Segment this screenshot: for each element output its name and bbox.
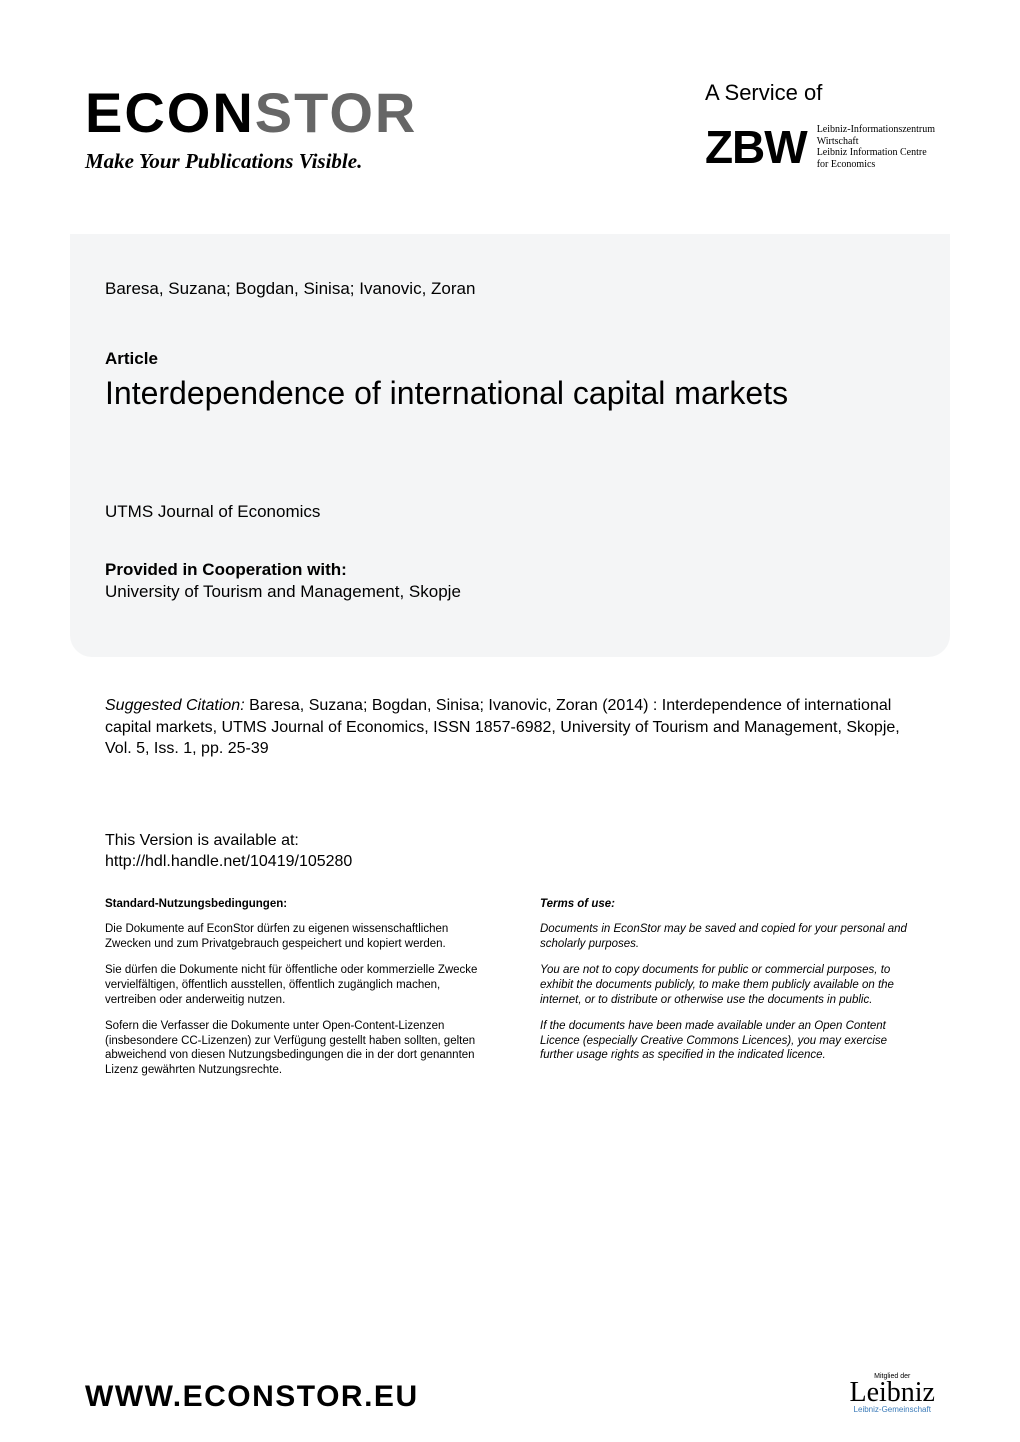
version-url: http://hdl.handle.net/10419/105280 xyxy=(105,851,915,873)
zbw-row: ZBW Leibniz-Informationszentrum Wirtscha… xyxy=(705,120,935,174)
logo-accent: STOR xyxy=(255,81,418,144)
footer: WWW.ECONSTOR.EU Mitglied der Leibniz Lei… xyxy=(85,1373,935,1414)
article-label: Article xyxy=(105,349,915,369)
zbw-line4: for Economics xyxy=(817,159,935,171)
service-block: A Service of ZBW Leibniz-Informationszen… xyxy=(705,80,935,174)
terms-de-p1: Die Dokumente auf EconStor dürfen zu eig… xyxy=(105,922,480,952)
footer-url: WWW.ECONSTOR.EU xyxy=(85,1380,419,1414)
econstor-logo: ECONSTOR xyxy=(85,80,417,145)
terms-german: Standard-Nutzungsbedingungen: Die Dokume… xyxy=(105,897,480,1089)
authors: Baresa, Suzana; Bogdan, Sinisa; Ivanovic… xyxy=(105,279,915,299)
version-label: This Version is available at: xyxy=(105,830,915,852)
terms-row: Standard-Nutzungsbedingungen: Die Dokume… xyxy=(105,897,915,1089)
leibniz-membership-mark: Mitglied der Leibniz Leibniz-Gemeinschaf… xyxy=(849,1373,935,1414)
terms-en-heading: Terms of use: xyxy=(540,897,915,912)
zbw-subtitle: Leibniz-Informationszentrum Wirtschaft L… xyxy=(817,124,935,170)
zbw-line2: Wirtschaft xyxy=(817,136,935,148)
leibniz-association: Leibniz-Gemeinschaft xyxy=(849,1405,935,1414)
metadata-card: Baresa, Suzana; Bogdan, Sinisa; Ivanovic… xyxy=(70,234,950,657)
terms-english: Terms of use: Documents in EconStor may … xyxy=(540,897,915,1089)
citation-label: Suggested Citation: xyxy=(105,697,245,714)
logo-main: ECON xyxy=(85,81,255,144)
terms-de-heading: Standard-Nutzungsbedingungen: xyxy=(105,897,480,912)
provided-org: University of Tourism and Management, Sk… xyxy=(105,582,915,602)
zbw-logo: ZBW xyxy=(705,120,807,174)
leibniz-signature: Leibniz xyxy=(849,1380,935,1405)
citation-block: Suggested Citation: Baresa, Suzana; Bogd… xyxy=(105,695,915,760)
service-of-label: A Service of xyxy=(705,80,935,106)
journal-name: UTMS Journal of Economics xyxy=(105,502,915,522)
terms-de-p3: Sofern die Verfasser die Dokumente unter… xyxy=(105,1019,480,1079)
zbw-line3: Leibniz Information Centre xyxy=(817,147,935,159)
article-title: Interdependence of international capital… xyxy=(105,375,915,412)
terms-en-p2: You are not to copy documents for public… xyxy=(540,963,915,1008)
zbw-line1: Leibniz-Informationszentrum xyxy=(817,124,935,136)
tagline: Make Your Publications Visible. xyxy=(85,149,417,174)
provided-label: Provided in Cooperation with: xyxy=(105,560,915,580)
econstor-logo-block: ECONSTOR Make Your Publications Visible. xyxy=(85,80,417,174)
terms-en-p3: If the documents have been made availabl… xyxy=(540,1019,915,1064)
terms-de-p2: Sie dürfen die Dokumente nicht für öffen… xyxy=(105,963,480,1008)
header: ECONSTOR Make Your Publications Visible.… xyxy=(0,0,1020,174)
terms-en-p1: Documents in EconStor may be saved and c… xyxy=(540,922,915,952)
version-block: This Version is available at: http://hdl… xyxy=(105,830,915,873)
